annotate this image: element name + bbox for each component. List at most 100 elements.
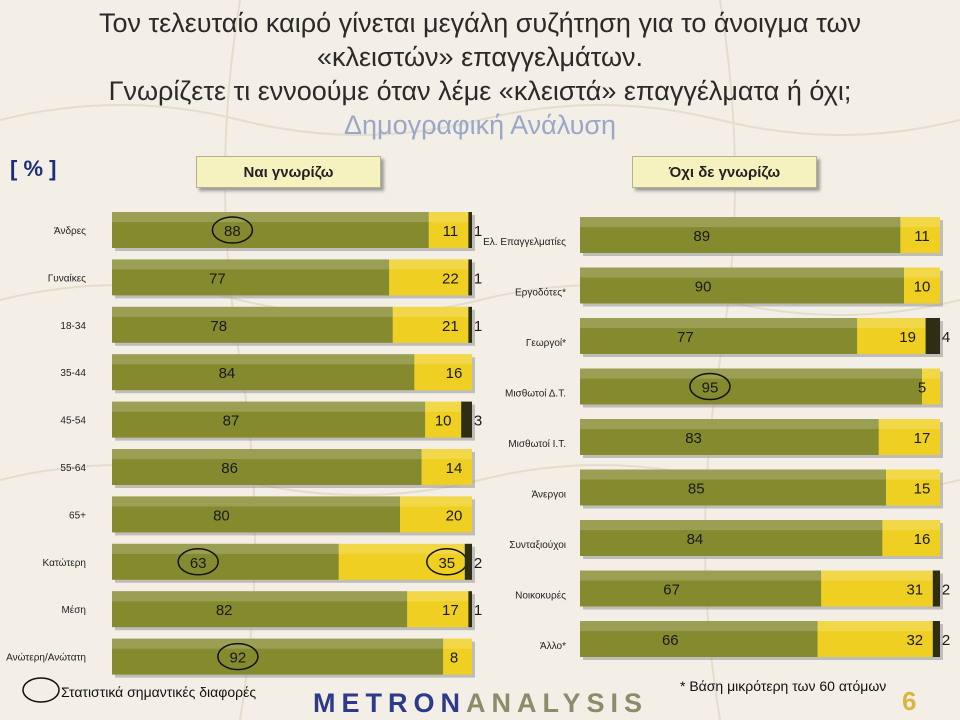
value-label: 20	[446, 507, 463, 524]
legend-yes-label: Ναι γνωρίζω	[243, 163, 334, 181]
bar-segment	[464, 543, 472, 580]
value-label: 22	[442, 270, 459, 287]
category-label: Άλλο*	[540, 641, 566, 652]
bar-highlight	[580, 621, 818, 632]
bar-highlight	[443, 638, 472, 649]
bar-highlight	[112, 638, 444, 649]
bar-highlight	[882, 520, 940, 531]
category-label: 45-54	[60, 416, 86, 427]
value-label: 89	[693, 228, 710, 245]
bar-highlight	[112, 401, 426, 412]
category-label: Μισθωτοί Δ.Τ.	[505, 388, 566, 400]
bar-highlight	[580, 267, 904, 278]
value-label: 80	[213, 507, 230, 524]
unit-label: [ % ]	[10, 156, 57, 181]
bar-segment	[443, 638, 472, 675]
bar-highlight	[428, 212, 469, 223]
value-label: 85	[688, 481, 705, 498]
category-label: Συνταξιούχοι	[509, 539, 566, 551]
category-label: 35-44	[60, 368, 86, 379]
value-label: 66	[662, 632, 679, 649]
category-label: Ανώτερη/Ανώτατη	[6, 652, 86, 664]
bar-highlight	[580, 217, 901, 228]
bar-highlight	[580, 318, 858, 329]
bar-segment	[580, 368, 922, 405]
bar-segment	[389, 259, 469, 296]
bar-highlight	[112, 496, 400, 507]
category-label: Νοικοκυρές	[515, 590, 566, 602]
bar-highlight	[922, 368, 940, 379]
bar-segment	[392, 306, 469, 343]
bar-highlight	[112, 449, 422, 460]
logo-part-a: METRON	[313, 688, 466, 718]
bar-segment	[112, 449, 422, 485]
title-line-3: Γνωρίζετε τι εννοούμε όταν λέμε «κλειστά…	[108, 76, 852, 106]
bar-segment	[468, 306, 472, 343]
value-label: 16	[446, 365, 463, 382]
bar-segment	[580, 570, 822, 607]
bar-highlight	[580, 520, 883, 531]
value-label: 83	[685, 430, 702, 447]
bar-highlight	[112, 591, 408, 602]
category-label: Μισθωτοί Ι.Τ.	[508, 438, 566, 450]
bar-highlight	[425, 401, 462, 412]
bar-segment	[112, 543, 339, 580]
value-label: 15	[914, 481, 931, 498]
bar-segment	[112, 259, 390, 296]
value-label: 14	[446, 460, 463, 477]
category-label: 65+	[69, 510, 86, 521]
value-label: 2	[942, 632, 950, 649]
bar-highlight	[112, 543, 339, 554]
bar-highlight	[878, 419, 940, 430]
value-label: 1	[474, 270, 482, 287]
value-label: 3	[474, 413, 482, 430]
bar-highlight	[112, 259, 390, 270]
bar-highlight	[817, 621, 933, 632]
bar-highlight	[400, 496, 472, 507]
bar-segment	[900, 217, 940, 253]
bar-segment	[580, 621, 818, 657]
value-label: 11	[443, 223, 459, 240]
value-label: 2	[942, 582, 950, 599]
bar-segment	[821, 570, 933, 607]
bar-segment	[925, 318, 940, 354]
bar-segment	[882, 520, 940, 556]
bar-highlight	[112, 306, 393, 317]
bar-segment	[461, 401, 472, 438]
bar-segment	[904, 267, 940, 304]
value-label: 84	[219, 365, 236, 382]
value-label: 16	[914, 531, 931, 548]
category-label: Κατώτερη	[43, 557, 86, 569]
value-label: 87	[223, 413, 240, 430]
bar-segment	[112, 354, 415, 391]
bar-segment	[922, 368, 940, 405]
significance-circle	[689, 372, 731, 401]
category-label: Ελ. Επαγγελματίες	[483, 236, 566, 248]
value-label: 86	[221, 460, 238, 477]
bar-segment	[414, 354, 472, 391]
legend-yes: Ναι γνωρίζω	[196, 156, 381, 188]
significance-note: Στατιστικά σημαντικές διαφορές	[61, 684, 257, 700]
bar-segment	[857, 318, 926, 354]
bar-highlight	[821, 570, 933, 581]
significance-circle	[211, 216, 254, 244]
value-label: 95	[702, 380, 719, 397]
significance-circle	[217, 642, 259, 671]
value-label: 67	[663, 582, 680, 599]
bar-highlight	[886, 469, 940, 480]
bar-highlight	[389, 259, 469, 270]
bar-segment	[112, 591, 408, 628]
category-label: Γυναίκες	[48, 272, 86, 284]
bar-segment	[580, 318, 858, 354]
bar-segment	[112, 212, 429, 248]
value-label: 5	[918, 380, 926, 397]
bar-segment	[407, 591, 469, 628]
title-line-1: Τον τελευταίο καιρό γίνεται μεγάλη συζήτ…	[98, 8, 862, 38]
bar-highlight	[414, 354, 472, 365]
category-label: Γεωργοί*	[526, 337, 566, 349]
value-label: 19	[899, 329, 916, 346]
bar-highlight	[407, 591, 469, 602]
page-number: 6	[902, 686, 917, 716]
bar-segment	[400, 496, 472, 533]
title-line-2: «κλειστών» επαγγελμάτων.	[316, 42, 644, 72]
